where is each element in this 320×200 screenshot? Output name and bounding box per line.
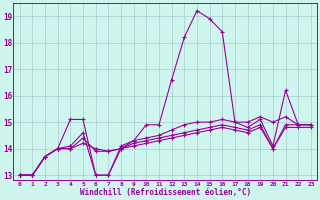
X-axis label: Windchill (Refroidissement éolien,°C): Windchill (Refroidissement éolien,°C) [80,188,251,197]
